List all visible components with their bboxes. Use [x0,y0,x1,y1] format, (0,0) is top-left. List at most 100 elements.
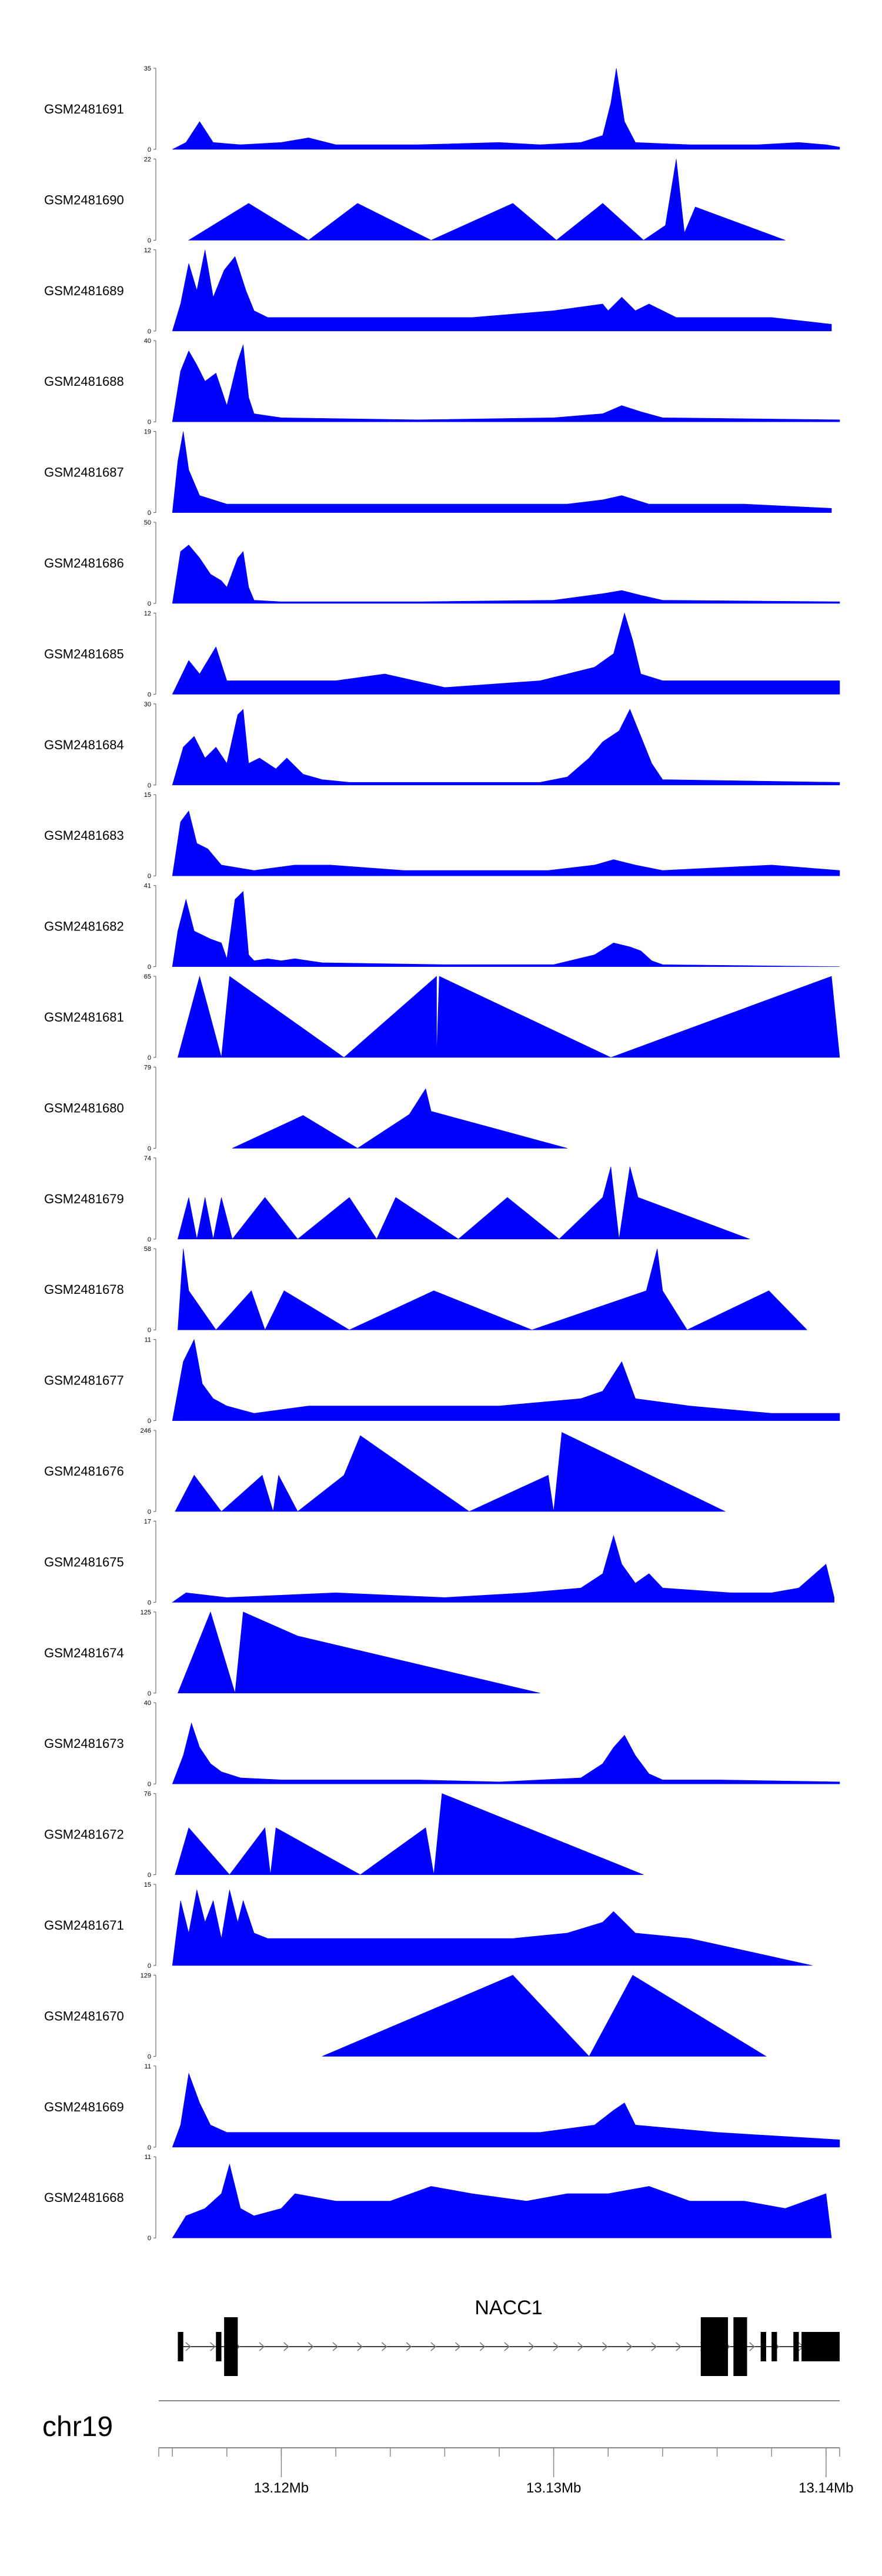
y-tick-label-max: 17 [144,1518,151,1525]
y-tick-label-min: 0 [148,328,151,335]
strand-arrow [455,2342,461,2351]
y-tick-label-min: 0 [148,1418,151,1425]
strand-arrow [381,2342,387,2351]
y-tick-label-min: 0 [148,1145,151,1152]
track-GSM2481671: GSM2481671 15 0 [44,1881,813,1970]
track-label: GSM2481689 [44,283,124,298]
y-tick-label-max: 50 [144,519,151,526]
coverage-tracks: GSM2481691350GSM2481690220GSM2481689120G… [44,65,840,2242]
strand-arrow [749,2342,755,2351]
y-tick-label-max: 22 [144,156,151,163]
track-label: GSM2481677 [44,1373,124,1388]
track-label: GSM2481668 [44,2190,124,2205]
y-tick-label-min: 0 [148,237,151,244]
coverage-area [178,1249,808,1330]
y-tick-label-max: 11 [145,1337,151,1344]
y-tick-label-min: 0 [148,2235,151,2242]
y-tick-label-max: 11 [145,2063,151,2070]
y-tick-label-max: 35 [144,65,151,72]
y-tick-label-min: 0 [148,1963,151,1970]
coverage-area [232,1088,567,1149]
exon [793,2332,799,2361]
track-label: GSM2481679 [44,1192,124,1206]
coverage-area [172,2163,832,2238]
genome-axis: 13.12Mb 13.13Mb 13.14Mb [158,2400,854,2496]
track-GSM2481677: GSM2481677 11 0 [44,1337,840,1425]
track-GSM2481684: GSM2481684 30 0 [44,701,840,789]
exon [224,2317,238,2376]
track-GSM2481673: GSM2481673 40 0 [44,1700,840,1788]
track-GSM2481670: GSM2481670 129 0 [44,1972,767,2060]
track-GSM2481690: GSM2481690 22 0 [44,156,786,244]
y-tick-label-max: 40 [144,1700,151,1707]
strand-arrow [430,2342,436,2351]
y-tick-label-max: 12 [144,610,151,617]
coverage-area [172,810,840,876]
track-label: GSM2481682 [44,919,124,934]
track-label: GSM2481669 [44,2100,124,2114]
y-tick-label-min: 0 [148,1327,151,1334]
track-GSM2481681: GSM2481681 65 0 [44,973,840,1062]
coverage-area [172,431,832,513]
y-tick-label-min: 0 [148,1872,151,1879]
y-tick-label-max: 15 [144,792,151,799]
chromosome-label: chr19 [42,2411,113,2442]
strand-arrow [259,2342,265,2351]
y-tick-label-max: 41 [144,883,151,890]
track-GSM2481669: GSM2481669 11 0 [44,2063,840,2151]
track-GSM2481687: GSM2481687 19 0 [44,429,832,517]
track-GSM2481688: GSM2481688 40 0 [44,338,840,426]
track-GSM2481674: GSM2481674 125 0 [44,1609,540,1697]
axis-tick-label: 13.14Mb [799,2480,853,2496]
y-tick-label-min: 0 [148,1690,151,1697]
coverage-area [172,1890,813,1966]
y-tick-label-max: 129 [141,1972,151,1979]
track-label: GSM2481686 [44,556,124,570]
y-tick-label-min: 0 [148,782,151,789]
strand-arrow [553,2342,559,2351]
track-GSM2481678: GSM2481678 58 0 [44,1246,808,1334]
coverage-area [322,1974,767,2057]
track-label: GSM2481691 [44,102,124,116]
coverage-area [178,1166,750,1240]
track-label: GSM2481684 [44,738,124,752]
track-GSM2481686: GSM2481686 50 0 [44,519,840,608]
y-tick-label-max: 76 [144,1791,151,1798]
track-label: GSM2481680 [44,1100,124,1115]
coverage-area [172,891,840,967]
exon [733,2317,747,2376]
y-tick-label-max: 12 [144,247,151,254]
strand-arrow [406,2342,412,2351]
exon [700,2317,729,2376]
coverage-area [172,1534,834,1603]
y-tick-label-min: 0 [148,1055,151,1062]
exon [801,2332,840,2361]
track-label: GSM2481683 [44,828,124,843]
track-label: GSM2481671 [44,1918,124,1933]
strand-arrow [602,2342,608,2351]
y-tick-label-min: 0 [148,1509,151,1516]
strand-arrow [308,2342,314,2351]
y-tick-label-min: 0 [148,1599,151,1606]
exon [216,2332,222,2361]
track-GSM2481683: GSM2481683 15 0 [44,792,840,880]
y-tick-label-min: 0 [148,1236,151,1243]
track-GSM2481689: GSM2481689 12 0 [44,247,832,335]
strand-arrow [577,2342,584,2351]
y-tick-label-min: 0 [148,146,151,154]
y-tick-label-max: 19 [144,429,151,436]
track-label: GSM2481676 [44,1464,124,1479]
track-label: GSM2481685 [44,646,124,661]
track-label: GSM2481681 [44,1010,124,1025]
strand-arrow [651,2342,657,2351]
coverage-area [172,249,832,332]
strand-arrow [504,2342,510,2351]
track-GSM2481668: GSM2481668 11 0 [44,2154,832,2242]
y-tick-label-max: 74 [144,1155,151,1162]
track-GSM2481691: GSM2481691 35 0 [44,65,840,154]
coverage-area [172,545,840,604]
coverage-area [172,345,840,422]
track-label: GSM2481678 [44,1282,124,1297]
y-tick-label-max: 79 [144,1064,151,1071]
track-GSM2481675: GSM2481675 17 0 [44,1518,834,1606]
